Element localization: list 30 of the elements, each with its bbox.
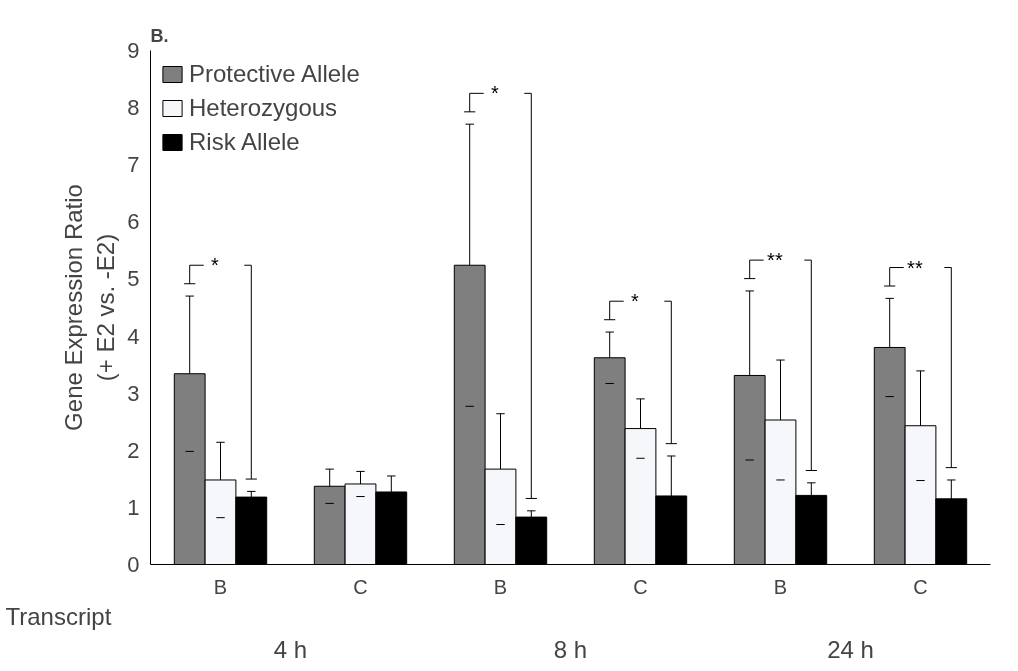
y-tick-label: 2 [127, 437, 140, 463]
annotation: * [211, 254, 220, 277]
x-tick-label: B [213, 575, 228, 598]
y-tick-label: 0 [127, 552, 140, 577]
y-tick-label: 4 [127, 323, 140, 349]
chart-title: B. [150, 25, 169, 46]
y-tick-label: 7 [127, 152, 140, 178]
text: 4 h [273, 635, 308, 663]
annotation: ** [767, 249, 783, 272]
legend-label: Heterozygous [189, 94, 338, 122]
annotation: * [631, 290, 640, 313]
y-tick-label: 8 [127, 95, 140, 121]
annotation: ** [907, 256, 923, 279]
y-tick-label: 5 [127, 266, 140, 292]
y-axis-title: Gene Expression Ratio (+ E2 vs. -E2) [59, 184, 120, 431]
y-tick-label: 3 [127, 380, 140, 406]
x-tick-label: C [353, 575, 368, 598]
y-tick-label: 9 [127, 38, 140, 63]
x-tick-label: C [913, 575, 928, 598]
text: 8 h [553, 635, 588, 663]
text: 24 h [827, 635, 874, 663]
x-tick-label: B [773, 575, 788, 598]
annotation: * [491, 82, 500, 105]
x-tick-label: B [493, 575, 508, 598]
legend-label: Protective Allele [189, 60, 360, 88]
legend-label: Risk Allele [189, 128, 300, 156]
x-axis-title: Transcript [5, 602, 112, 630]
y-tick-label: 1 [127, 494, 140, 520]
x-tick-label: C [633, 575, 648, 598]
y-tick-label: 6 [127, 209, 140, 235]
